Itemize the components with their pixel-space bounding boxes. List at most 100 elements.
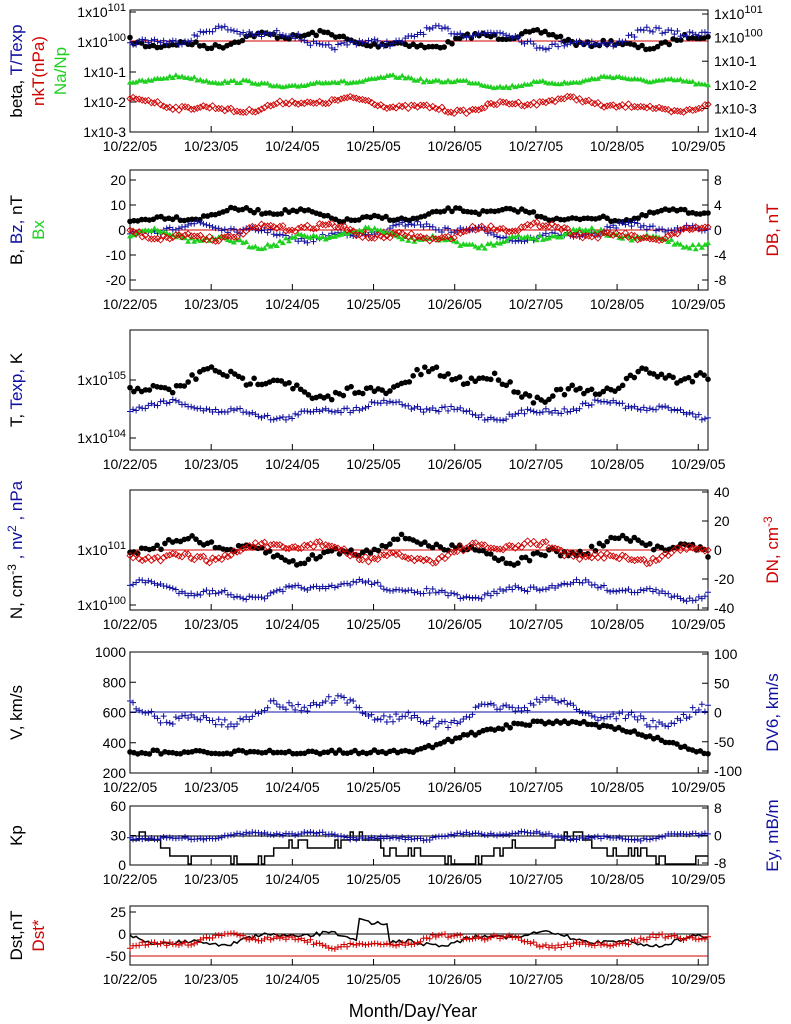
data-point-185 xyxy=(692,830,699,837)
data-point-61 xyxy=(312,99,321,107)
data-point-155 xyxy=(600,554,608,562)
data-point-147 xyxy=(576,941,583,948)
data-point-186 xyxy=(695,706,702,713)
data-point-104 xyxy=(530,209,537,215)
data-point-163 xyxy=(625,711,632,718)
data-point-133 xyxy=(643,212,649,219)
data-point-47 xyxy=(270,30,277,37)
data-point-84 xyxy=(383,400,390,407)
data-point-146 xyxy=(572,550,581,558)
data-point-54 xyxy=(292,234,299,240)
data-point-89 xyxy=(399,587,406,594)
data-point-53 xyxy=(288,543,296,551)
data-point-28 xyxy=(212,721,219,728)
data-point-32 xyxy=(224,832,231,839)
data-point-170 xyxy=(646,405,653,412)
data-point-162 xyxy=(621,552,630,560)
data-point-118 xyxy=(487,414,494,421)
data-point-86 xyxy=(390,222,397,229)
x-tick-label: 10/28/05 xyxy=(590,456,645,472)
data-point-118 xyxy=(487,934,494,941)
data-point-104 xyxy=(445,225,452,232)
data-point-182 xyxy=(683,243,690,249)
data-point-113 xyxy=(565,385,572,392)
data-point-94 xyxy=(414,31,421,38)
data-point-10 xyxy=(156,236,165,244)
data-point-114 xyxy=(475,933,482,940)
data-point-103 xyxy=(441,833,448,840)
data-point-67 xyxy=(331,409,338,416)
data-point-183 xyxy=(686,225,694,234)
data-point-127 xyxy=(515,830,522,836)
data-point-6 xyxy=(145,835,152,842)
data-point-131 xyxy=(527,407,534,414)
data-point-108 xyxy=(546,31,552,38)
data-point-66 xyxy=(328,699,335,706)
y-axis-label: Kp xyxy=(7,825,26,846)
data-point-13 xyxy=(166,38,173,45)
data-point-133 xyxy=(533,237,540,243)
data-point-3 xyxy=(138,40,145,46)
data-point-112 xyxy=(469,711,476,718)
data-point-168 xyxy=(640,587,647,594)
data-point-184 xyxy=(689,704,696,711)
data-point-81 xyxy=(374,37,381,44)
data-point-108 xyxy=(457,595,464,602)
data-point-187 xyxy=(698,224,706,232)
data-point-55 xyxy=(295,582,302,589)
data-point-145 xyxy=(570,406,577,413)
data-point-134 xyxy=(536,830,543,837)
data-point-144 xyxy=(567,408,574,415)
data-point-46 xyxy=(305,556,312,563)
data-point-57 xyxy=(301,238,308,245)
data-point-141 xyxy=(557,95,565,103)
data-point-42 xyxy=(254,107,263,115)
data-point-19 xyxy=(185,715,192,722)
data-point-74 xyxy=(353,836,360,843)
data-point-24 xyxy=(200,29,207,36)
data-point-127 xyxy=(619,382,626,389)
data-point-180 xyxy=(676,226,685,234)
data-point-189 xyxy=(705,82,711,88)
data-point-182 xyxy=(683,411,690,418)
data-point-127 xyxy=(619,532,626,539)
data-point-104 xyxy=(530,400,537,406)
data-point-96 xyxy=(420,409,427,416)
data-point-185 xyxy=(692,106,700,114)
data-point-134 xyxy=(536,943,543,950)
data-point-30 xyxy=(218,24,225,31)
data-point-184 xyxy=(689,410,696,417)
data-point-107 xyxy=(542,399,548,406)
data-point-87 xyxy=(393,942,400,949)
data-point-7 xyxy=(148,228,155,234)
data-point-37 xyxy=(239,544,247,553)
data-point-113 xyxy=(472,31,479,38)
data-point-62 xyxy=(316,40,323,47)
data-point-113 xyxy=(472,594,479,601)
data-point-60 xyxy=(309,542,318,551)
data-point-156 xyxy=(603,549,611,558)
data-point-102 xyxy=(438,931,445,938)
data-point-189 xyxy=(705,240,711,246)
data-point-72 xyxy=(347,696,354,703)
data-point-174 xyxy=(659,720,666,727)
data-point-74 xyxy=(353,404,360,411)
data-point-2 xyxy=(133,79,140,85)
data-point-22 xyxy=(193,104,201,112)
data-point-160 xyxy=(615,102,623,110)
data-point-25 xyxy=(202,103,211,111)
data-point-101 xyxy=(435,555,443,563)
data-point-168 xyxy=(640,234,648,242)
data-point-81 xyxy=(441,208,448,214)
data-point-22 xyxy=(194,716,201,723)
data-point-157 xyxy=(607,713,614,720)
data-point-157 xyxy=(607,224,614,231)
data-point-85 xyxy=(386,398,393,405)
data-point-96 xyxy=(419,556,428,565)
data-point-114 xyxy=(475,595,482,602)
data-point-122 xyxy=(500,832,507,839)
x-tick-label: 10/25/05 xyxy=(346,138,401,154)
data-point-186 xyxy=(695,593,702,600)
data-point-156 xyxy=(604,587,611,594)
data-point-20 xyxy=(188,711,195,718)
